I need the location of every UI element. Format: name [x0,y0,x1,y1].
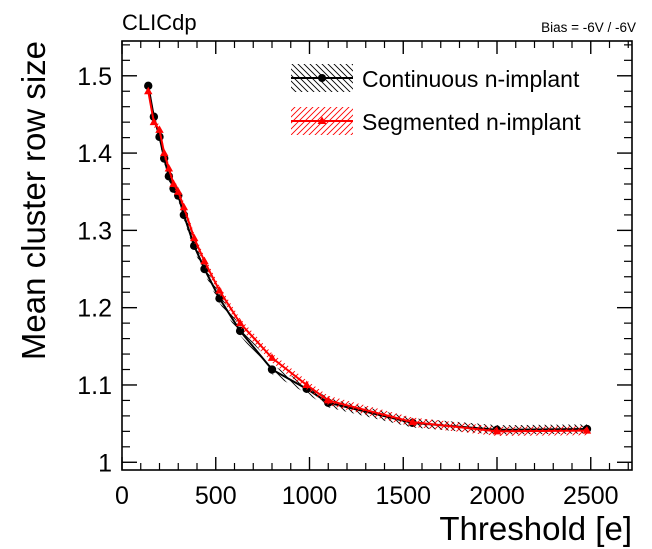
y-tick-label: 1 [98,449,112,477]
data-point [189,233,199,242]
data-point [149,117,159,126]
data-point [155,125,164,133]
legend-entry-segmented: Segmented n-implant [291,107,581,135]
legend-label-segmented: Segmented n-implant [362,109,581,135]
data-point [408,417,417,426]
data-point [302,380,311,388]
data-point [144,81,153,91]
legend: Continuous n-implant Segmented n-implant [291,64,581,135]
y-axis-label: Mean cluster row size [15,41,52,360]
x-axis-label: Threshold [e] [439,510,632,547]
legend-marker-segmented [317,116,327,124]
bias-label: Bias = -6V / -6V [541,20,636,35]
series-segmented [144,86,592,436]
data-point [582,426,592,434]
data-point [174,187,183,195]
data-point [267,353,277,361]
y-tick-label: 1.5 [77,63,112,91]
data-point [200,256,209,265]
x-tick-label: 500 [195,482,237,510]
y-tick-label: 1.4 [77,140,112,168]
y-tick-label: 1.3 [77,217,112,245]
x-tick-label: 2500 [563,482,619,510]
series-line [147,85,588,431]
uncertainty-band [148,86,587,436]
data-point [169,179,178,187]
y-tick-label: 1.2 [77,295,112,323]
x-tick-label: 1500 [375,482,431,510]
legend-entry-continuous: Continuous n-implant [291,64,580,92]
series-line [147,91,588,433]
x-tick-label: 0 [115,482,129,510]
plot-frame [121,40,633,471]
x-tick-label: 1000 [282,482,338,510]
data-point [164,164,174,172]
data-point [267,365,277,374]
series-layer [144,81,592,436]
legend-marker-continuous [318,74,326,82]
experiment-label: CLICdp [122,10,197,35]
legend-label-continuous: Continuous n-implant [362,66,580,92]
data-point [179,202,189,211]
data-point [324,395,333,404]
data-point [492,426,502,435]
axis-layer: 0 500 1000 1500 2000 2500 1 1.1 1.2 1.3 1.4 1.5 [77,41,632,510]
data-point [215,286,224,294]
data-point [235,318,245,327]
data-point [144,86,153,95]
x-tick-label: 2000 [469,482,525,510]
data-point [159,148,169,157]
y-tick-label: 1.1 [77,372,112,400]
